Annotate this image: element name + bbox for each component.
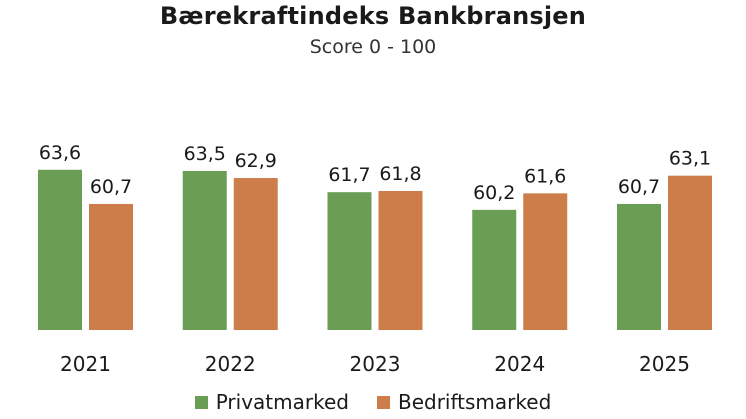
legend-label-privatmarked: Privatmarked xyxy=(215,390,349,414)
bar-bedriftsmarked-2021 xyxy=(89,203,133,330)
bar-bedriftsmarked-2025 xyxy=(668,175,712,330)
data-label-bedriftsmarked-2021: 60,7 xyxy=(90,176,132,198)
bar-bedriftsmarked-2024 xyxy=(523,193,568,330)
bar-bedriftsmarked-2023 xyxy=(378,190,423,330)
bar-privatmarked-2023 xyxy=(327,192,372,330)
chart-title: Bærekraftindeks Bankbransjen xyxy=(159,2,587,30)
x-tick-label-2025: 2025 xyxy=(639,352,690,376)
data-label-privatmarked-2023: 61,7 xyxy=(328,164,370,186)
data-label-bedriftsmarked-2024: 61,6 xyxy=(524,165,566,187)
bar-bedriftsmarked-2022 xyxy=(233,178,278,330)
chart-subtitle: Score 0 - 100 xyxy=(309,36,437,58)
data-label-bedriftsmarked-2023: 61,8 xyxy=(379,163,421,185)
bar-privatmarked-2022 xyxy=(182,170,227,330)
bar-privatmarked-2024 xyxy=(472,209,517,330)
bar-privatmarked-2025 xyxy=(617,203,661,330)
data-label-privatmarked-2021: 63,6 xyxy=(39,142,81,164)
legend-label-bedriftsmarked: Bedriftsmarked xyxy=(397,390,552,414)
legend-swatch-privatmarked xyxy=(194,395,208,409)
data-label-bedriftsmarked-2022: 62,9 xyxy=(235,150,277,172)
data-label-privatmarked-2024: 60,2 xyxy=(473,182,515,204)
legend: Privatmarked Bedriftsmarked xyxy=(0,390,746,414)
legend-item-privatmarked: Privatmarked xyxy=(194,390,349,414)
data-label-privatmarked-2022: 63,5 xyxy=(184,143,226,165)
x-tick-label-2022: 2022 xyxy=(205,352,256,376)
x-tick-label-2021: 2021 xyxy=(60,352,111,376)
x-tick-label-2024: 2024 xyxy=(494,352,545,376)
x-tick-label-2023: 2023 xyxy=(350,352,401,376)
bar-privatmarked-2021 xyxy=(38,169,82,330)
data-label-privatmarked-2025: 60,7 xyxy=(618,176,660,198)
legend-item-bedriftsmarked: Bedriftsmarked xyxy=(376,390,552,414)
legend-swatch-bedriftsmarked xyxy=(376,395,390,409)
data-label-bedriftsmarked-2025: 63,1 xyxy=(669,148,711,170)
